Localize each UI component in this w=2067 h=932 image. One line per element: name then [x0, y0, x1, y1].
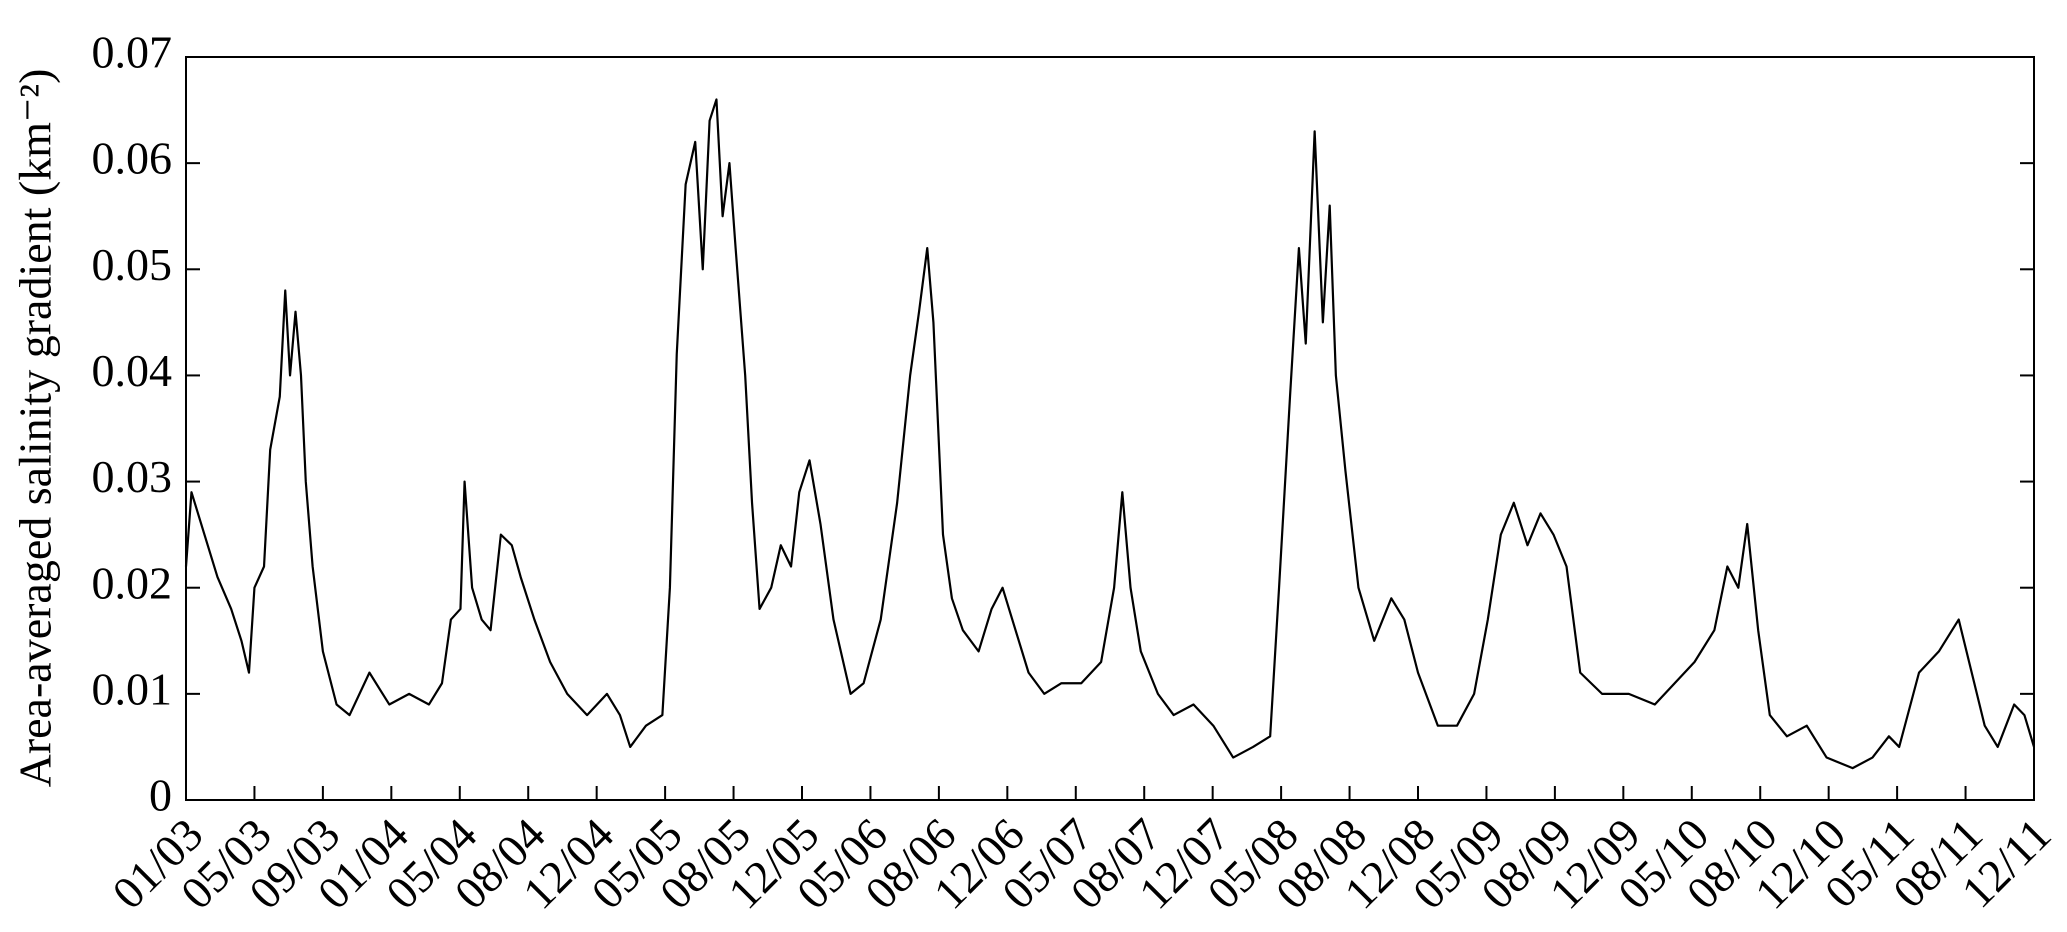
y-tick-label: 0.01 — [92, 663, 173, 714]
y-tick-label: 0.06 — [92, 133, 173, 184]
y-tick-label: 0.05 — [92, 239, 173, 290]
y-tick-label: 0.07 — [92, 27, 173, 78]
y-axis-label: Area-averaged salinity gradient (km⁻²) — [10, 69, 61, 788]
series-line — [184, 98, 2036, 770]
y-tick-label: 0.02 — [92, 557, 173, 608]
y-tick-label: 0.04 — [92, 345, 173, 396]
plot-frame — [185, 56, 2035, 801]
y-tick-label: 0 — [149, 770, 172, 821]
y-tick-label: 0.03 — [92, 451, 173, 502]
